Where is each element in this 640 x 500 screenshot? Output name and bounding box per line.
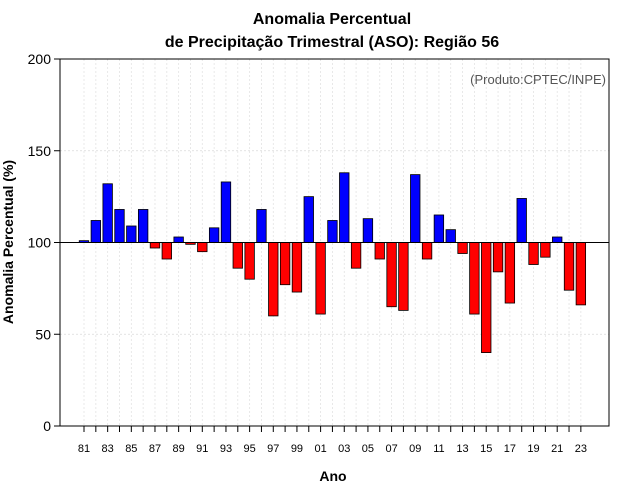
bar-94 [232,242,243,269]
bar-95 [244,242,255,280]
x-tick-label: 01 [314,443,326,455]
chart-title-line-1: Anomalia Percentual [253,11,411,28]
bar-05 [362,218,374,243]
bar-85 [126,225,137,243]
x-tick-label: 05 [362,443,374,455]
bar-11 [433,214,445,243]
x-tick-label: 87 [149,443,161,455]
bar-15 [481,242,492,353]
bar-21 [552,236,563,243]
y-tick-label: 100 [28,235,52,251]
x-tick-label: 83 [102,443,114,455]
bar-93 [220,181,232,243]
y-tick-label: 150 [28,143,52,159]
bar-83 [102,183,113,243]
y-axis: 0 50 100 150 200 [28,51,60,434]
x-tick-label: 85 [125,443,137,455]
x-tick-label: 09 [409,443,421,455]
bar-98 [279,242,291,286]
x-tick-label: 13 [456,443,468,455]
bar-84 [114,209,125,243]
bar-87 [149,242,161,249]
x-tick-label: 21 [551,443,563,455]
bar-01 [315,242,326,315]
bar-18 [516,198,527,243]
bar-04 [350,242,362,269]
y-tick-label: 0 [43,418,51,434]
bar-17 [504,242,516,304]
x-tick-label: 89 [173,443,185,455]
y-axis-title: Anomalia Percentual (%) [0,160,16,324]
bar-02 [327,220,338,243]
x-tick-label: 97 [267,443,279,455]
bar-99 [291,242,303,293]
x-tick-label: 93 [220,443,232,455]
x-tick-label: 07 [385,443,397,455]
bar-08 [398,242,409,311]
x-tick-label: 17 [504,443,516,455]
x-tick-label: 23 [575,443,587,455]
bar-03 [339,172,350,243]
x-tick-label: 91 [196,443,208,455]
bar-00 [303,196,314,243]
bar-22 [563,242,575,291]
bar-96 [256,209,267,243]
grid [60,58,609,427]
bar-88 [161,242,172,260]
x-tick-label: 95 [243,443,255,455]
bar-20 [540,242,551,258]
bar-07 [386,242,397,308]
x-tick-label: 03 [338,443,350,455]
y-tick-label: 50 [35,326,51,342]
bar-92 [208,227,220,243]
x-axis: 81 83 85 87 89 91 93 95 97 99 01 03 05 07 09 11 13 15 17 19… [78,426,587,455]
bar-13 [457,242,468,254]
bar-10 [421,242,433,260]
x-tick-label: 11 [433,443,444,455]
bar-97 [268,242,279,317]
bars [78,172,587,353]
bar-19 [528,242,539,265]
bar-23 [575,242,587,306]
bar-91 [197,242,208,253]
y-tick-label: 200 [28,51,52,67]
x-tick-label: 99 [291,443,303,455]
bar-86 [137,209,149,243]
x-axis-title: Ano [319,468,346,484]
bar-82 [90,220,101,243]
source-note: (Produto:CPTEC/INPE) [470,72,606,87]
bar-16 [492,242,504,273]
bar-89 [173,236,184,243]
x-tick-label: 15 [480,443,492,455]
chart-title-line-2: de Precipitação Trimestral (ASO): Região… [165,34,499,51]
bar-12 [445,229,456,243]
bar-14 [469,242,480,315]
bar-09 [410,174,421,243]
x-tick-label: 19 [527,443,539,455]
bar-06 [374,242,385,260]
x-tick-label: 81 [78,443,90,455]
